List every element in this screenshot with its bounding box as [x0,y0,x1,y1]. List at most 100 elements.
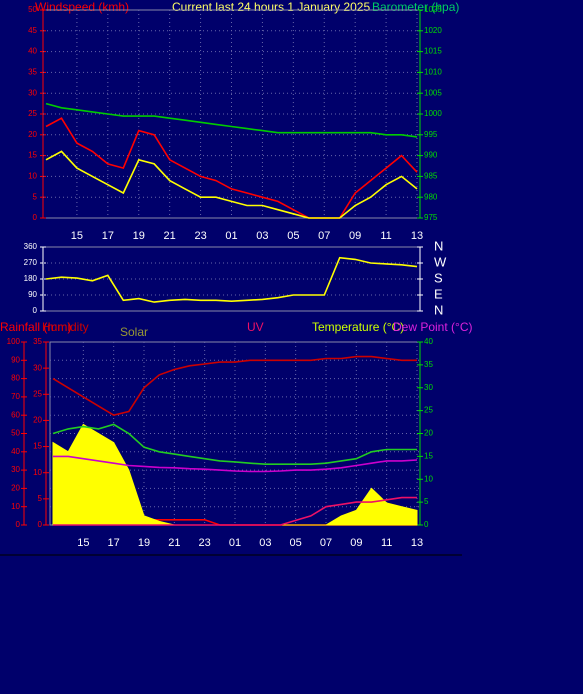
x-tick-label: 15 [71,230,83,242]
x-tick-label: 13 [411,230,423,242]
y-tick-label: 0 [33,213,38,222]
x-tick-label: 13 [411,537,423,549]
y-tick-label: 100 [7,337,21,346]
legend-label: Dew Point (°C) [393,320,472,334]
y-tick-label: 360 [24,242,38,251]
y-tick-label: 70 [11,392,20,401]
x-tick-label: 09 [349,230,361,242]
y2-tick-label: 990 [424,151,438,160]
x-tick-label: 19 [133,230,145,242]
y-tick-label: 40 [28,47,37,56]
line [53,496,417,526]
y2-tick-label: 15 [33,442,42,451]
x-tick-label: 17 [108,537,120,549]
y2-tick-label: 30 [33,363,42,372]
x-tick-label: 03 [256,230,268,242]
y2-tick-label: N [434,302,443,317]
y2-tick-label: 980 [424,192,438,201]
y2-tick-label: E [434,286,443,301]
x-tick-label: 01 [229,537,241,549]
y2-tick-label: 20 [33,416,42,425]
y-tick-label: 30 [11,465,20,474]
x-tick-label: 05 [287,230,299,242]
y3-tick-label: 0 [424,520,429,529]
x-tick-label: 09 [350,537,362,549]
y-tick-label: 10 [11,502,20,511]
x-tick-label: 07 [320,537,332,549]
x-tick-label: 21 [168,537,180,549]
line [45,102,418,138]
barometer-label: Barometer (hpa) [372,0,459,14]
y-tick-label: 35 [28,68,37,77]
y3-tick-label: 20 [424,429,433,438]
y2-tick-label: N [434,238,443,253]
y3-tick-label: 10 [424,474,433,483]
y-tick-label: 30 [28,88,37,97]
legend-label: UV [247,320,264,334]
y3-tick-label: 25 [424,406,433,415]
y2-tick-label: 1025 [424,5,442,14]
line [45,117,418,219]
y2-tick-label: 1005 [424,88,442,97]
y-tick-label: 0 [33,306,38,315]
y-tick-label: 25 [28,109,37,118]
line [53,455,418,473]
y2-tick-label: 10 [33,468,42,477]
y-tick-label: 10 [28,172,37,181]
line [45,256,418,303]
y-tick-label: 60 [11,410,20,419]
x-tick-label: 03 [259,537,271,549]
y3-tick-label: 35 [424,360,433,369]
legend-label: Rainfall (mm) [0,320,71,334]
legend-label: Temperature (°C) [312,320,404,334]
y3-tick-label: 5 [424,497,429,506]
y3-tick-label: 30 [424,383,433,392]
y-tick-label: 270 [24,258,38,267]
y2-tick-label: 1000 [424,109,442,118]
line [52,423,417,465]
y2-tick-label: 35 [33,337,42,346]
y2-tick-label: 5 [38,494,43,503]
y2-tick-label: 1010 [424,68,442,77]
y2-tick-label: 25 [33,389,42,398]
x-tick-label: 23 [199,537,211,549]
y2-tick-label: 985 [424,172,438,181]
y2-tick-label: S [434,270,443,285]
y-tick-label: 0 [16,520,21,529]
x-tick-label: 17 [102,230,114,242]
y2-tick-label: W [434,254,447,269]
y-tick-label: 50 [11,429,20,438]
y-tick-label: 40 [11,447,20,456]
x-tick-label: 19 [138,537,150,549]
y-tick-label: 90 [28,290,37,299]
y-tick-label: 80 [11,374,20,383]
y-tick-label: 15 [28,151,37,160]
line [52,355,417,417]
x-tick-label: 05 [290,537,302,549]
y2-tick-label: 995 [424,130,438,139]
line [45,150,418,219]
y2-tick-label: 1015 [424,47,442,56]
y-tick-label: 90 [11,355,20,364]
y-tick-label: 5 [33,192,38,201]
y2-tick-label: 1020 [424,26,442,35]
x-tick-label: 01 [225,230,237,242]
x-tick-label: 23 [194,230,206,242]
chart-title: Current last 24 hours 1 January 2025 [172,0,370,14]
legend-label: Solar [120,325,148,339]
y-tick-label: 50 [28,5,37,14]
y2-tick-label: 975 [424,213,438,222]
y-tick-label: 180 [24,274,38,283]
legend-label: Humidity [42,320,89,334]
x-tick-label: 15 [77,537,89,549]
y-tick-label: 20 [11,484,20,493]
windspeed-label: Windspeed (kmh) [35,0,129,14]
y-tick-label: 45 [28,26,37,35]
y2-tick-label: 0 [38,520,43,529]
x-tick-label: 11 [381,537,392,549]
x-tick-label: 11 [380,230,391,242]
x-tick-label: 21 [164,230,176,242]
y-tick-label: 20 [28,130,37,139]
